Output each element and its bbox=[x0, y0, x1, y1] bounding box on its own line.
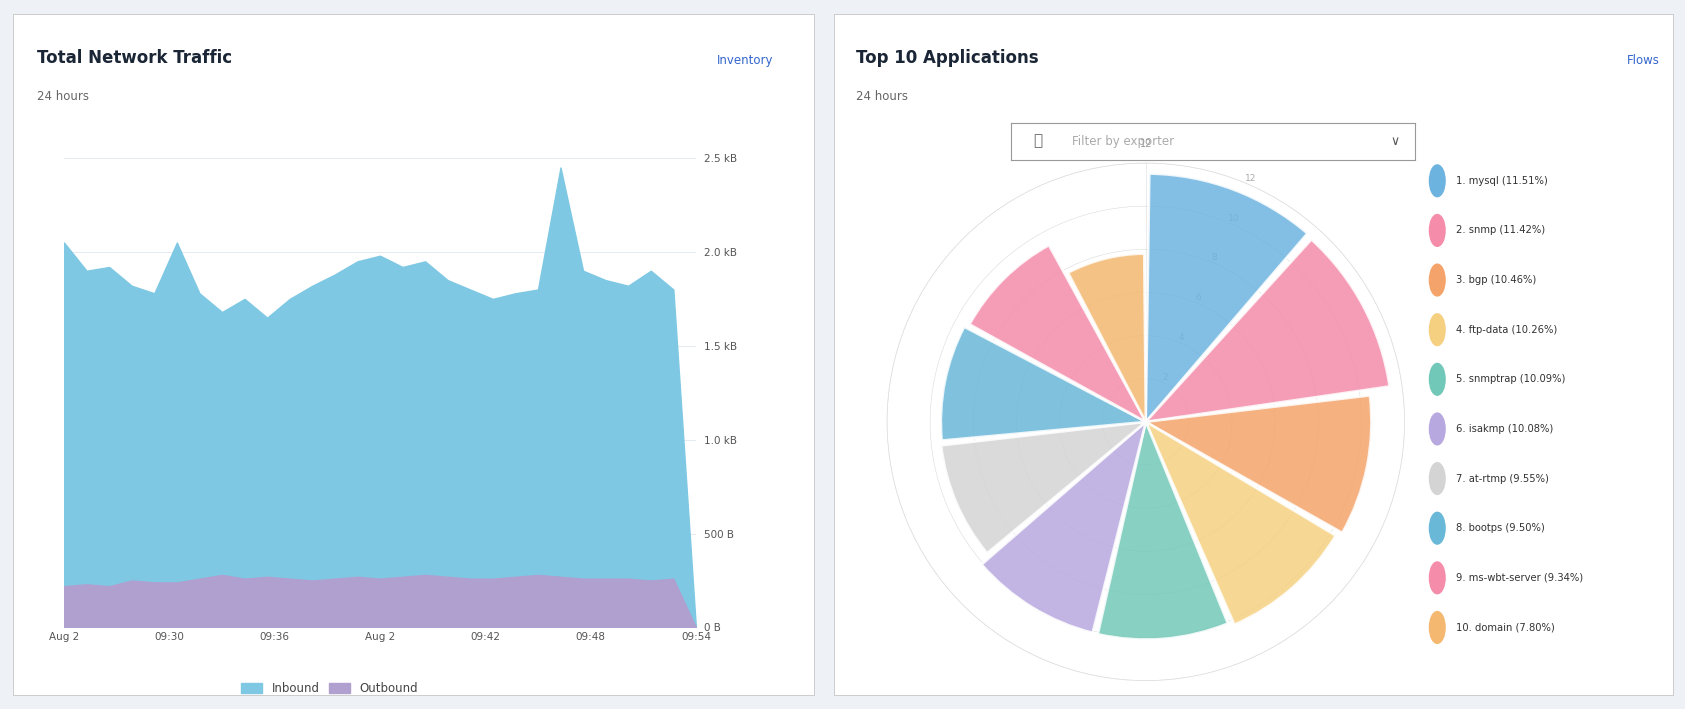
Legend: Inbound, Outbound: Inbound, Outbound bbox=[236, 678, 423, 700]
Text: 24 hours: 24 hours bbox=[37, 90, 89, 103]
Text: Filter by exporter: Filter by exporter bbox=[1072, 135, 1174, 147]
Text: Total Network Traffic: Total Network Traffic bbox=[37, 50, 233, 67]
Circle shape bbox=[1429, 314, 1446, 345]
Bar bbox=[1099, 422, 1228, 640]
Circle shape bbox=[1429, 215, 1446, 246]
Text: Top 10 Applications: Top 10 Applications bbox=[856, 50, 1038, 67]
Text: 9. ms-wbt-server (9.34%): 9. ms-wbt-server (9.34%) bbox=[1456, 573, 1582, 583]
Text: 7. at-rtmp (9.55%): 7. at-rtmp (9.55%) bbox=[1456, 474, 1549, 484]
Bar bbox=[1146, 240, 1390, 422]
Circle shape bbox=[1429, 165, 1446, 196]
Circle shape bbox=[1429, 612, 1446, 643]
Bar bbox=[1146, 174, 1308, 422]
Text: ⌕: ⌕ bbox=[1033, 133, 1043, 149]
Bar bbox=[942, 422, 1146, 553]
Circle shape bbox=[1429, 413, 1446, 445]
Circle shape bbox=[1429, 562, 1446, 593]
Circle shape bbox=[1429, 264, 1446, 296]
Text: 3. bgp (10.46%): 3. bgp (10.46%) bbox=[1456, 275, 1535, 285]
Bar bbox=[1146, 422, 1336, 625]
Text: 4. ftp-data (10.26%): 4. ftp-data (10.26%) bbox=[1456, 325, 1557, 335]
Circle shape bbox=[1429, 364, 1446, 395]
Text: 2. snmp (11.42%): 2. snmp (11.42%) bbox=[1456, 225, 1545, 235]
Circle shape bbox=[1429, 463, 1446, 494]
Bar bbox=[982, 422, 1146, 632]
Bar bbox=[969, 245, 1146, 422]
Bar bbox=[1068, 254, 1146, 422]
Text: 6. isakmp (10.08%): 6. isakmp (10.08%) bbox=[1456, 424, 1554, 434]
Text: 10. domain (7.80%): 10. domain (7.80%) bbox=[1456, 623, 1554, 632]
Circle shape bbox=[1429, 513, 1446, 544]
Text: Flows: Flows bbox=[1626, 55, 1660, 67]
Text: Inventory: Inventory bbox=[716, 55, 773, 67]
Text: 24 hours: 24 hours bbox=[856, 90, 908, 103]
Text: ∨: ∨ bbox=[1390, 135, 1399, 147]
Bar bbox=[940, 327, 1146, 440]
Text: 5. snmptrap (10.09%): 5. snmptrap (10.09%) bbox=[1456, 374, 1565, 384]
Bar bbox=[1146, 396, 1372, 532]
Text: 1. mysql (11.51%): 1. mysql (11.51%) bbox=[1456, 176, 1547, 186]
Text: 8. bootps (9.50%): 8. bootps (9.50%) bbox=[1456, 523, 1545, 533]
